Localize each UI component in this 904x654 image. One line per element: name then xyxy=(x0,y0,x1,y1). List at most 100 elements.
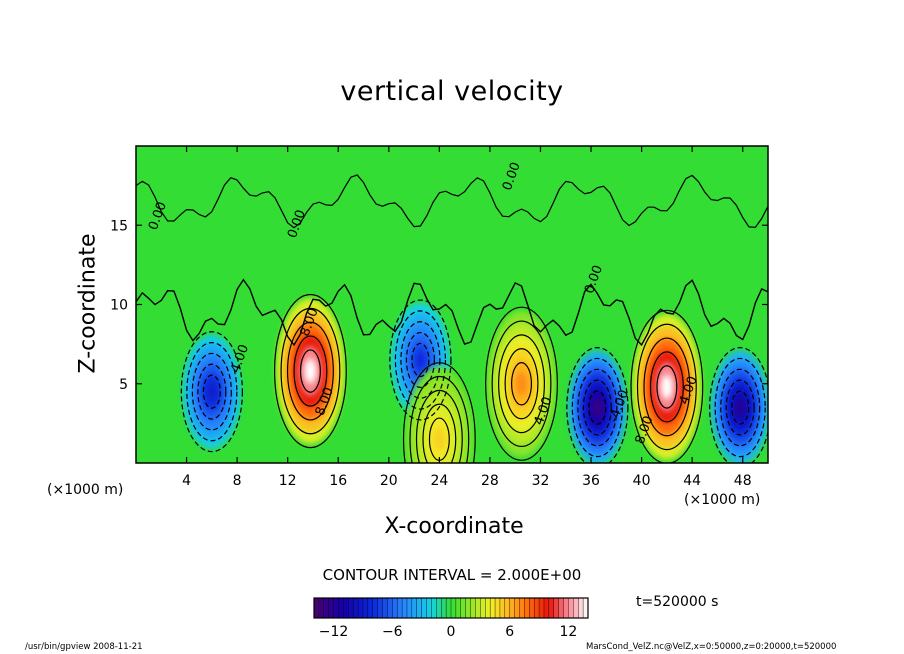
velocity-cell-7 xyxy=(711,350,768,463)
colorbar-segment xyxy=(480,597,486,619)
x-axis-label: X-coordinate xyxy=(384,514,524,539)
x-tick-label: 12 xyxy=(279,473,297,489)
colorbar-tick-label: 12 xyxy=(560,624,578,640)
colorbar-segment xyxy=(475,597,481,619)
colorbar-segment xyxy=(421,597,428,619)
chart-title: vertical velocity xyxy=(340,76,564,107)
colorbar-segment xyxy=(431,597,437,619)
colorbar-segment xyxy=(313,597,320,619)
colorbar-segment xyxy=(367,597,374,619)
x-tick-label: 16 xyxy=(329,473,347,489)
colorbar-segment xyxy=(460,597,467,619)
contour-set-3 xyxy=(485,306,558,461)
colorbar-segment xyxy=(445,597,452,619)
y-axis-unit: (×1000 m) xyxy=(47,482,124,498)
colorbar-segment xyxy=(372,597,379,619)
colorbar-segment xyxy=(558,597,565,619)
colorbar-segment xyxy=(396,597,403,619)
x-tick-label: 48 xyxy=(734,473,752,489)
velocity-cell-1 xyxy=(182,334,241,449)
y-tick-label: 5 xyxy=(119,377,128,393)
colorbar-segment xyxy=(514,597,520,619)
x-tick-label: 28 xyxy=(481,473,499,489)
colorbar-segment xyxy=(519,597,525,619)
colorbar-segment xyxy=(470,597,476,619)
colorbar-segment xyxy=(436,597,442,619)
contour-set-7 xyxy=(709,347,768,463)
colorbar-segment xyxy=(455,597,462,619)
colorbar-segment xyxy=(573,597,579,619)
x-tick-label: 8 xyxy=(233,473,242,489)
footer-program: /usr/bin/gpview 2008-11-21 xyxy=(25,642,143,652)
x-tick-label: 20 xyxy=(380,473,398,489)
colorbar-segment xyxy=(387,597,393,619)
footer-source: MarsCond_VelZ.nc@VelZ,x=0:50000,z=0:2000… xyxy=(586,642,837,652)
colorbar-segment xyxy=(543,597,550,619)
colorbar-segment xyxy=(504,597,511,619)
contour-set-0 xyxy=(273,293,347,449)
colorbar-segment xyxy=(333,597,339,619)
colorbar-tick-label: −12 xyxy=(319,624,349,640)
contour-set-5 xyxy=(566,347,629,463)
contour-interval-label: CONTOUR INTERVAL = 2.000E+00 xyxy=(322,566,582,584)
velocity-cell-6 xyxy=(632,314,702,460)
colorbar-segment xyxy=(392,597,398,619)
x-tick-label: 44 xyxy=(683,473,701,489)
velocity-cell-4 xyxy=(405,366,474,463)
contour-set-6 xyxy=(630,309,704,463)
y-tick-label: 10 xyxy=(110,298,128,314)
x-tick-label: 36 xyxy=(582,473,600,489)
colorbar-segment xyxy=(485,597,491,619)
colorbar-segment xyxy=(563,597,569,619)
time-label: t=520000 s xyxy=(636,594,719,610)
colorbar-segment xyxy=(377,597,384,619)
colorbar-segment xyxy=(411,597,418,619)
colorbar-segment xyxy=(509,597,516,619)
colorbar-segment xyxy=(318,597,325,619)
contour-set-4 xyxy=(402,362,476,463)
colorbar-segment xyxy=(362,597,369,619)
colorbar-segment xyxy=(406,597,413,619)
x-tick-label: 24 xyxy=(430,473,448,489)
colorbar-segment xyxy=(343,597,349,619)
y-tick-label: 15 xyxy=(110,218,128,234)
colorbar-segment xyxy=(548,597,555,619)
x-tick-label: 32 xyxy=(532,473,550,489)
velocity-cell-3 xyxy=(487,310,556,457)
colorbar-segment xyxy=(328,597,335,619)
colorbar-segment xyxy=(348,597,354,619)
colorbar-segment xyxy=(382,597,388,619)
contour-set-1 xyxy=(180,331,243,453)
colorbar-segment xyxy=(465,597,472,619)
x-tick-label: 4 xyxy=(182,473,191,489)
colorbar-segment xyxy=(323,597,330,619)
colorbar-segment xyxy=(538,597,545,619)
colorbar-segment xyxy=(533,597,540,619)
colorbar-segment xyxy=(578,597,584,619)
colorbar-tick-label: −6 xyxy=(382,624,403,640)
colorbar-segment xyxy=(338,597,344,619)
colorbar-frame xyxy=(313,597,589,619)
colorbar-segment xyxy=(357,597,364,619)
colorbar-segment xyxy=(499,597,506,619)
colorbar-tick-label: 0 xyxy=(447,624,456,640)
colorbar-segment xyxy=(426,597,432,619)
contour-set-2 xyxy=(389,299,452,421)
colorbar-segment xyxy=(416,597,423,619)
x-tick-label: 40 xyxy=(633,473,651,489)
colorbar-segment xyxy=(450,597,457,619)
colorbar-segment xyxy=(553,597,560,619)
colorbar-tick-label: 6 xyxy=(505,624,514,640)
colorbar-segment xyxy=(568,597,574,619)
colorbar-segment xyxy=(441,597,447,619)
zero-contour xyxy=(136,278,768,347)
colorbar-segment xyxy=(529,597,535,619)
colorbar-segment xyxy=(494,597,501,619)
colorbar-segment xyxy=(401,597,408,619)
x-axis-unit: (×1000 m) xyxy=(684,492,761,508)
colorbar-segment xyxy=(489,597,496,619)
colorbar-segment xyxy=(524,597,530,619)
upper-contour xyxy=(136,174,768,229)
colorbar-segment xyxy=(352,597,359,619)
